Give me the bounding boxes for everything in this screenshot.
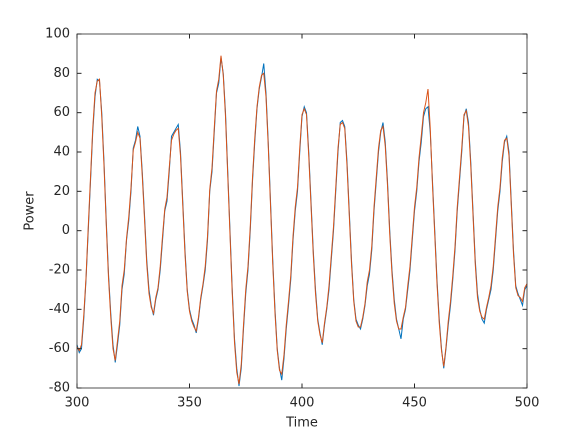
x-tick-label: 400 bbox=[290, 396, 315, 411]
y-tick-label: -40 bbox=[49, 302, 70, 317]
x-tick-label: 450 bbox=[402, 396, 427, 411]
x-tick-label: 350 bbox=[177, 396, 202, 411]
y-tick-label: -60 bbox=[49, 341, 70, 356]
y-tick-label: 0 bbox=[62, 223, 70, 238]
y-tick-label: 60 bbox=[53, 105, 70, 120]
y-axis-label: Power bbox=[23, 191, 38, 231]
y-tick-label: 20 bbox=[53, 184, 70, 199]
y-tick-label: 40 bbox=[53, 145, 70, 160]
axes-box bbox=[76, 33, 528, 389]
x-tick-label: 500 bbox=[515, 396, 540, 411]
y-tick-label: -20 bbox=[49, 263, 70, 278]
y-tick-label: -80 bbox=[49, 381, 70, 396]
plot-area bbox=[77, 34, 527, 388]
y-tick-label: 100 bbox=[45, 27, 70, 42]
x-tick-label: 300 bbox=[65, 396, 90, 411]
y-tick-label: 80 bbox=[53, 66, 70, 81]
x-axis-label: Time bbox=[285, 416, 318, 431]
data-line bbox=[76, 55, 528, 385]
